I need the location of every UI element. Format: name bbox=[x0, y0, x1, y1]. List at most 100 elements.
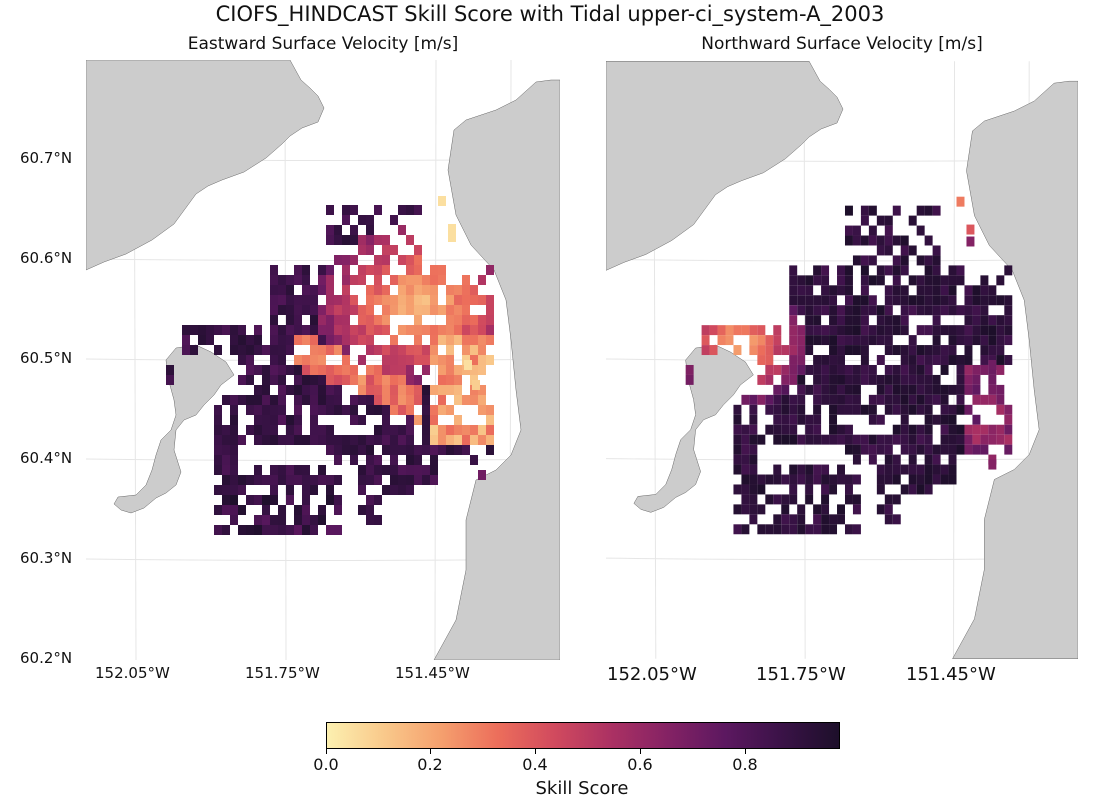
skill-cell bbox=[932, 295, 941, 306]
skill-cell bbox=[302, 395, 310, 405]
skill-cell bbox=[948, 325, 957, 336]
skill-cell bbox=[326, 235, 334, 245]
skill-cell bbox=[813, 265, 822, 276]
skill-cell bbox=[996, 275, 1005, 286]
skill-cell bbox=[805, 434, 814, 445]
skill-cell bbox=[956, 355, 965, 365]
skill-cell bbox=[837, 275, 845, 286]
skill-cell bbox=[438, 425, 446, 435]
skill-cell bbox=[932, 285, 941, 296]
skill-cell bbox=[366, 215, 374, 225]
skill-cell bbox=[733, 484, 742, 495]
skill-cell bbox=[749, 424, 758, 435]
skill-cell bbox=[286, 285, 294, 295]
skill-cell bbox=[398, 425, 406, 435]
skill-cell bbox=[844, 275, 853, 286]
skill-cell bbox=[844, 434, 853, 445]
skill-cell bbox=[860, 335, 869, 346]
skill-cell bbox=[302, 275, 310, 285]
skill-cell bbox=[302, 335, 310, 345]
skill-cell bbox=[446, 445, 454, 455]
skill-cell bbox=[422, 475, 430, 485]
skill-cell bbox=[1004, 424, 1013, 435]
skill-cell bbox=[884, 494, 893, 505]
skill-cell bbox=[294, 305, 302, 315]
skill-cell bbox=[286, 315, 294, 325]
skill-cell bbox=[286, 485, 294, 495]
skill-cell bbox=[470, 435, 478, 445]
skill-cell bbox=[358, 395, 366, 405]
skill-cell bbox=[342, 335, 350, 345]
skill-cell bbox=[278, 345, 286, 355]
skill-cell bbox=[908, 305, 917, 316]
skill-cell bbox=[956, 374, 965, 385]
skill-cell bbox=[964, 315, 973, 326]
skill-cell bbox=[749, 504, 758, 515]
skill-cell bbox=[470, 455, 478, 465]
skill-cell bbox=[214, 525, 222, 535]
land-masses bbox=[606, 61, 1078, 659]
skill-cell bbox=[486, 415, 494, 425]
skill-cell bbox=[374, 255, 382, 265]
skill-cell bbox=[948, 345, 957, 356]
skill-cell bbox=[422, 365, 430, 375]
skill-cell bbox=[964, 325, 973, 336]
skill-cell bbox=[964, 345, 973, 356]
skill-cell bbox=[286, 425, 294, 435]
skill-cell bbox=[948, 265, 957, 276]
skill-cell bbox=[486, 295, 494, 305]
skill-cell bbox=[773, 325, 782, 336]
skill-cell bbox=[406, 425, 414, 435]
skill-cell bbox=[996, 325, 1005, 336]
skill-cell bbox=[813, 364, 822, 375]
skill-cell bbox=[916, 424, 925, 435]
skill-cell bbox=[326, 335, 334, 345]
skill-cell bbox=[805, 345, 814, 356]
skill-cell bbox=[852, 315, 861, 326]
skill-cell bbox=[254, 345, 262, 355]
skill-cell bbox=[366, 325, 374, 335]
skill-cell bbox=[238, 475, 246, 485]
skill-cell bbox=[988, 360, 997, 370]
skill-cell bbox=[286, 465, 294, 475]
y-tick-label: 60.4°N bbox=[20, 449, 73, 467]
skill-cell bbox=[262, 515, 270, 525]
skill-cell bbox=[182, 345, 190, 355]
skill-cell bbox=[980, 335, 989, 346]
skill-cell bbox=[956, 335, 965, 346]
skill-cell bbox=[924, 295, 933, 306]
skill-cell bbox=[350, 325, 358, 335]
skill-cell bbox=[972, 285, 981, 296]
skill-cell bbox=[414, 275, 422, 285]
skill-cell bbox=[980, 364, 989, 375]
skill-cell bbox=[422, 385, 430, 395]
skill-cell bbox=[757, 474, 766, 485]
skill-cell bbox=[837, 464, 845, 475]
skill-cell bbox=[860, 444, 869, 455]
skill-cell bbox=[940, 464, 949, 475]
skill-cell bbox=[318, 355, 326, 365]
skill-cell bbox=[262, 425, 270, 435]
skill-cell bbox=[422, 295, 430, 305]
skill-cell bbox=[390, 435, 398, 445]
skill-cell bbox=[334, 225, 342, 235]
skill-cell bbox=[868, 394, 877, 405]
skill-cell bbox=[270, 365, 278, 375]
land-peninsula bbox=[633, 344, 754, 513]
skill-cell bbox=[972, 434, 981, 445]
skill-cell bbox=[238, 345, 246, 355]
skill-cell bbox=[852, 255, 861, 266]
skill-cell bbox=[781, 474, 790, 485]
skill-cell bbox=[932, 245, 941, 256]
skill-cell bbox=[773, 364, 782, 375]
skill-cell bbox=[454, 445, 462, 455]
skill-cell bbox=[892, 464, 901, 475]
skill-cell bbox=[398, 485, 406, 495]
skill-cell bbox=[765, 374, 774, 385]
skill-cell bbox=[350, 375, 358, 385]
skill-cell bbox=[900, 434, 909, 445]
skill-cell bbox=[414, 475, 422, 485]
skill-cell bbox=[805, 524, 814, 535]
skill-cell bbox=[916, 305, 925, 316]
skill-cell bbox=[932, 315, 941, 326]
